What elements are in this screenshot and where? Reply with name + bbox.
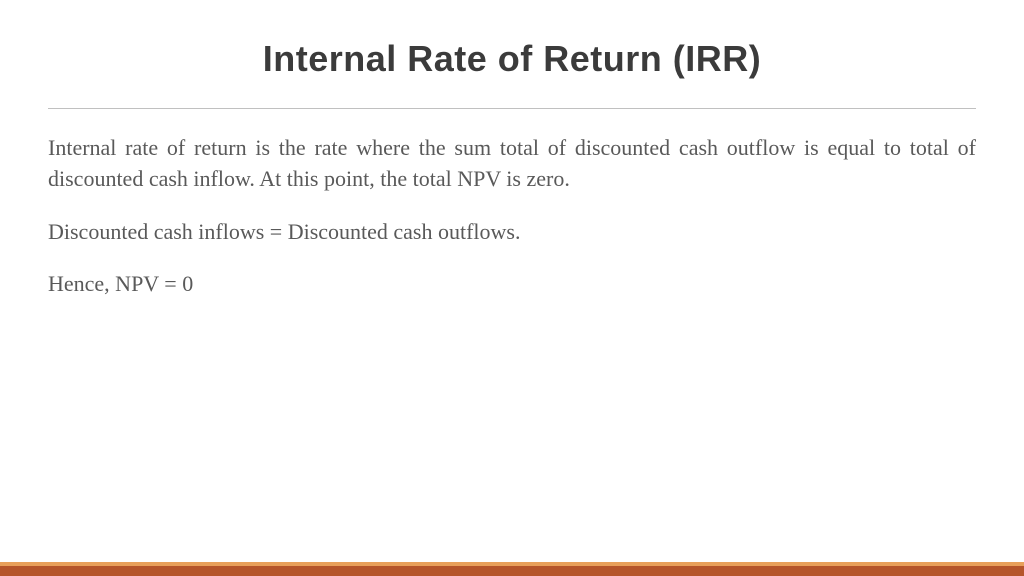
title-divider xyxy=(48,108,976,109)
paragraph-2: Discounted cash inflows = Discounted cas… xyxy=(48,217,976,248)
paragraph-1: Internal rate of return is the rate wher… xyxy=(48,133,976,195)
footer-bar xyxy=(0,562,1024,576)
slide-container: Internal Rate of Return (IRR) Internal r… xyxy=(0,0,1024,576)
slide-title: Internal Rate of Return (IRR) xyxy=(48,38,976,80)
footer-bottom-stripe xyxy=(0,566,1024,576)
paragraph-3: Hence, NPV = 0 xyxy=(48,269,976,300)
